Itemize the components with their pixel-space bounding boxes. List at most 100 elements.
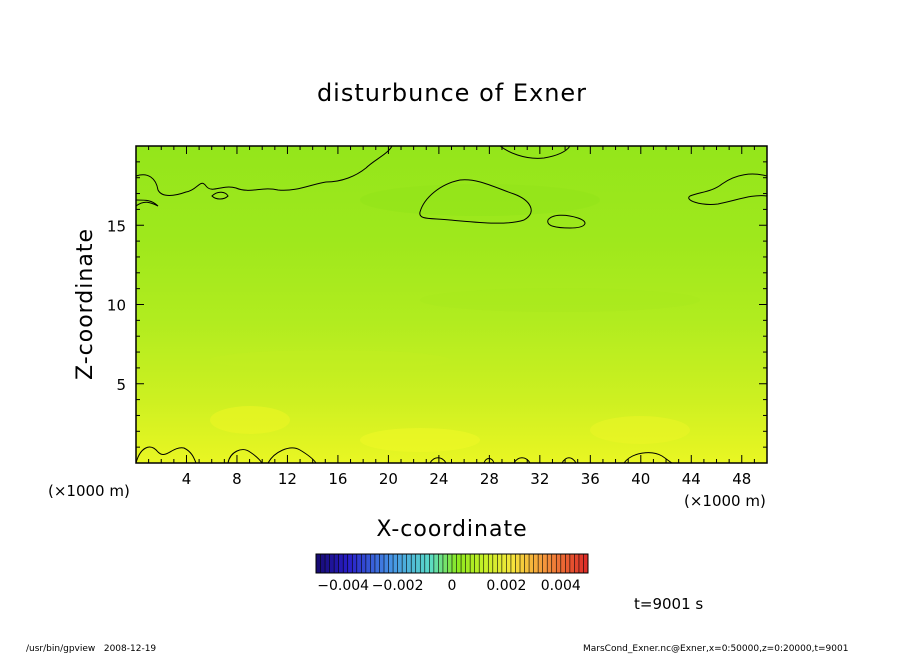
footer-right: MarsCond_Exner.nc@Exner,x=0:50000,z=0:20… [583,644,848,654]
colorbar-bands [315,554,588,573]
chart-title: disturbunce of Exner [317,79,587,107]
contour-bottom-2 [227,449,263,463]
contour-top-left-edge [136,199,159,207]
colorbar-frame [315,553,589,574]
colorbar-band [474,554,480,573]
colorbar-band [529,554,534,573]
colorbar-band [583,554,588,573]
colorbar-band [497,554,502,573]
colorbar-band [452,554,457,573]
colorbar-band [574,554,579,573]
time-label: t=9001 s [634,595,703,613]
colorbar-band [533,554,539,573]
colorbar-band [520,554,525,573]
colorbar-band [338,554,344,573]
colorbar-band [406,554,412,573]
colorbar-band [415,554,421,573]
x-tick-label: 44 [682,470,701,488]
colorbar-band [316,554,321,573]
axis-ticks [136,146,767,463]
colorbar-band [470,554,475,573]
y-tick-label: 5 [116,376,126,394]
colorbar-band [447,554,452,573]
contour-bottom-4 [429,457,447,463]
x-tick-label: 4 [182,470,192,488]
contour-bottom-3 [267,447,317,463]
x-tick-label: 16 [328,470,347,488]
colorbar-band [538,554,543,573]
colorbar-tick-label: 0.002 [486,578,526,594]
colorbar-band [393,554,398,573]
colorbar-band [361,554,366,573]
colorbar-band [524,554,530,573]
colorbar-band [365,554,371,573]
colorbar-band [388,554,394,573]
x-axis-label: X-coordinate [376,517,527,542]
colorbar-band [356,554,362,573]
colorbar-band [483,554,489,573]
contour-island-small [547,214,586,229]
x-unit-left: (×1000 m) [48,482,130,500]
x-tick-label: 20 [379,470,398,488]
contour-bottom-6 [513,457,531,463]
colorbar-band [424,554,430,573]
x-tick-label: 24 [429,470,448,488]
colorbar-band [547,554,552,573]
colorbar-band [320,554,326,573]
y-axis-label: Z-coordinate [73,228,98,380]
x-tick-label: 12 [278,470,297,488]
colorbar-band [456,554,462,573]
colorbar-band [510,554,516,573]
colorbar-tick-label: 0.004 [541,578,581,594]
colorbar-band [560,554,566,573]
colorbar-band [379,554,384,573]
contour-bottom-1 [136,446,197,463]
colorbar-band [429,554,434,573]
colorbar-band [479,554,484,573]
contour-top-center [499,146,571,159]
x-tick-label: 8 [232,470,242,488]
colorbar-band [569,554,575,573]
y-tick-label: 15 [107,217,126,235]
x-tick-label: 48 [732,470,751,488]
colorbar-band [334,554,339,573]
colorbar-band [542,554,548,573]
colorbar-band [465,554,471,573]
x-unit-right: (×1000 m) [684,492,766,510]
colorbar-band [402,554,407,573]
field-blotches [210,184,700,452]
y-tick-label: 10 [107,297,126,315]
colorbar-band [433,554,439,573]
colorbar-band [551,554,557,573]
x-tick-label: 32 [530,470,549,488]
y-tick-labels: 5 10 15 [107,217,126,394]
colorbar-band [384,554,389,573]
colorbar-band [325,554,330,573]
colorbar-band [370,554,375,573]
colorbar-labels: −0.004 −0.002 0 0.002 0.004 [317,578,581,594]
contour-bottom-7 [561,457,577,463]
colorbar-band [397,554,403,573]
x-tick-label: 36 [581,470,600,488]
colorbar-band [343,554,348,573]
colorbar-band [461,554,466,573]
colorbar-tick-label: −0.002 [372,578,424,594]
contour-bottom-8 [623,452,673,463]
footer-left: /usr/bin/gpview 2008-12-19 [26,644,156,654]
colorbar-band [374,554,380,573]
colorbar-band [565,554,570,573]
x-tick-label: 28 [480,470,499,488]
colorbar-band [329,554,335,573]
colorbar-tick-label: −0.004 [317,578,369,594]
contour-island-mid [419,179,532,224]
contour-top-left [136,146,393,196]
colorbar-band [578,554,584,573]
colorbar-band [556,554,561,573]
colorbar-band [411,554,416,573]
colorbar-band [352,554,357,573]
colorbar-band [501,554,507,573]
colorbar-band [442,554,448,573]
colorbar-band [515,554,520,573]
